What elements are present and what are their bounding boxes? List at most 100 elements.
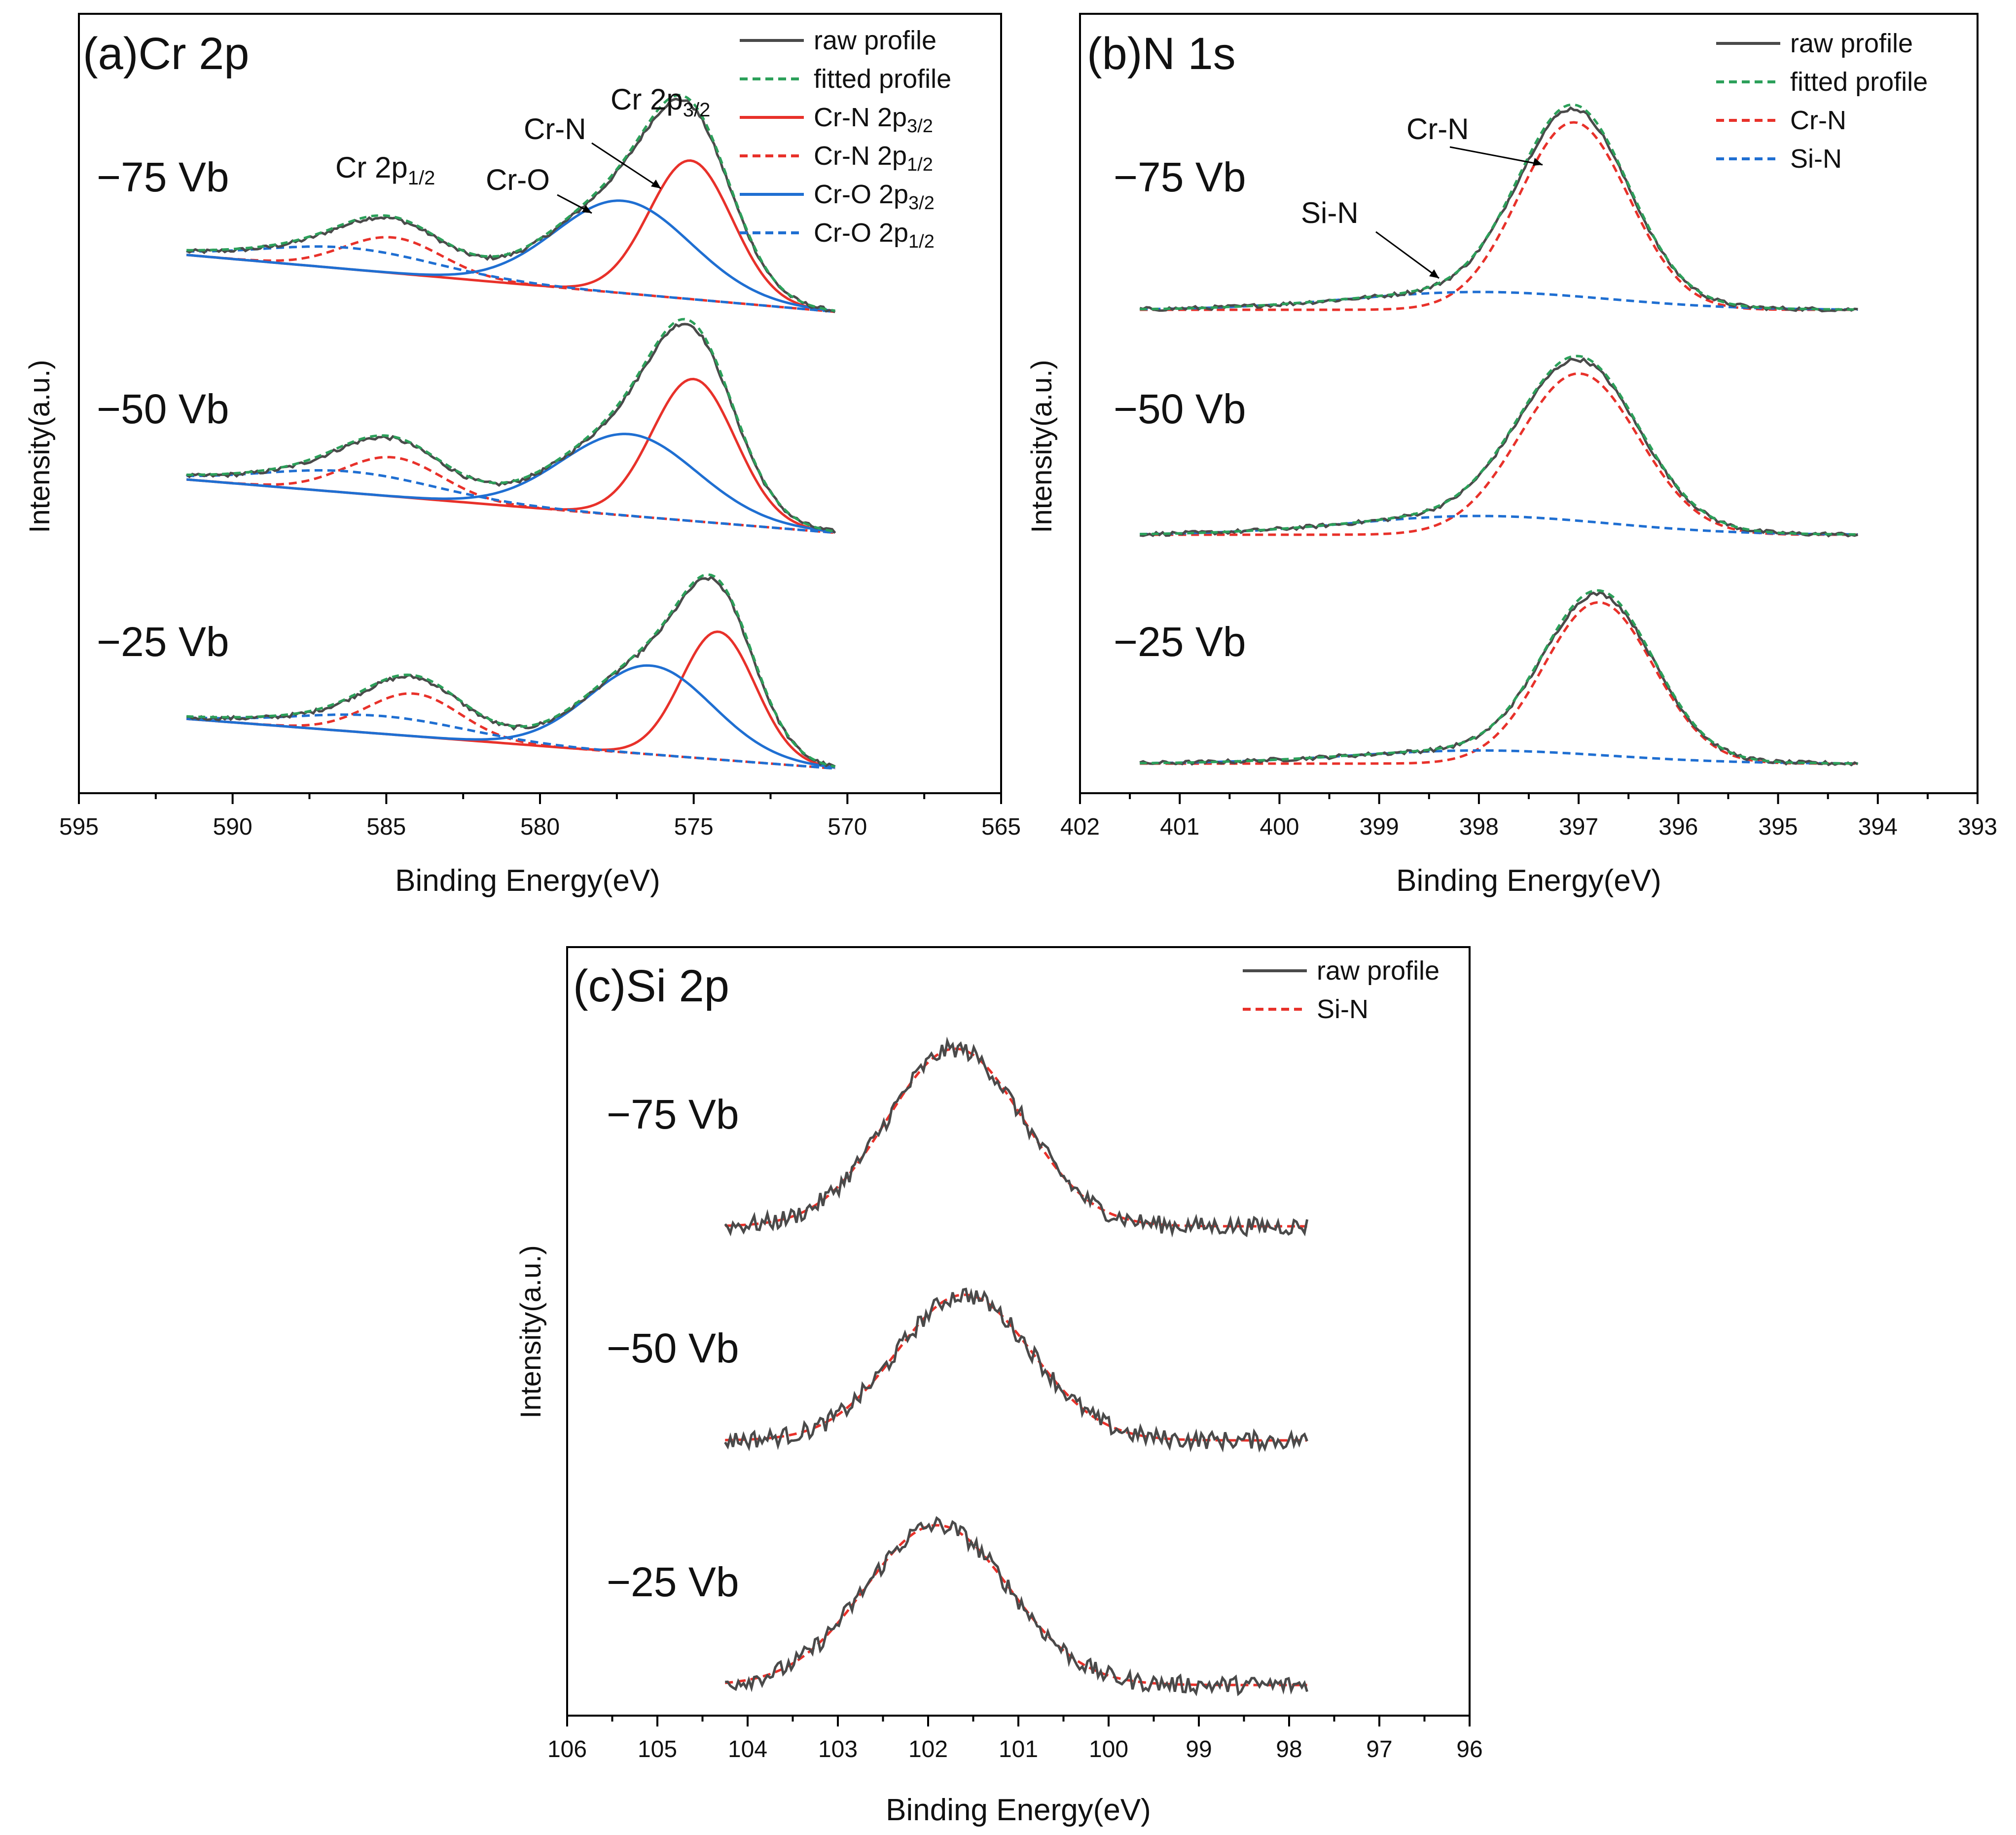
panel-c-legend: raw profile Si-N (1243, 956, 1440, 1024)
fitted-profile-curve (1140, 355, 1858, 536)
component-curve (186, 433, 835, 533)
legend-entry: raw profile (814, 26, 936, 55)
component-curve (1140, 601, 1858, 765)
panel-b-bias-label: −50 Vb (1114, 386, 1246, 432)
component-curve (1140, 372, 1858, 536)
legend-entry: Cr-N 2p3/2 (814, 103, 933, 137)
panel-c-title: (c)Si 2p (573, 961, 729, 1011)
x-tick-label: 103 (818, 1736, 858, 1762)
panel-a-y-label: Intensity(a.u.) (24, 360, 56, 533)
legend-entry: raw profile (1317, 956, 1440, 986)
x-tick-label: 590 (213, 814, 252, 840)
panel-a-cr2p: 595 590 585 580 575 570 565 (a)Cr 2p Binding E… (24, 13, 1021, 898)
component-curve (186, 469, 835, 534)
component-curve (186, 630, 835, 769)
component-curve (186, 199, 835, 313)
annotation-si-n: Si-N (1301, 196, 1359, 229)
panel-c-bias-label: −50 Vb (607, 1325, 739, 1371)
panel-a-x-ticks: 595 590 585 580 575 570 565 (59, 793, 1021, 840)
x-tick-label: 101 (999, 1736, 1038, 1762)
fitted-profile-curve (1140, 589, 1858, 765)
annotation-arrow (591, 142, 661, 189)
panel-a-title: (a)Cr 2p (83, 29, 249, 79)
legend-entry: fitted profile (814, 64, 951, 94)
annotation-arrowhead (582, 205, 592, 213)
panel-b-title: (b)N 1s (1087, 29, 1236, 79)
panel-c-bias-label: −25 Vb (607, 1559, 739, 1605)
legend-entry: Cr-O 2p1/2 (814, 218, 935, 252)
raw-profile-curve (1139, 106, 1858, 313)
legend-entry: Si-N (1790, 144, 1842, 174)
annotation-arrowhead (1429, 269, 1439, 278)
x-tick-label: 102 (908, 1736, 948, 1762)
panel-b-y-label: Intensity(a.u.) (1026, 360, 1058, 533)
x-tick-label: 399 (1360, 814, 1399, 840)
annotation-cr2p12: Cr 2p1/2 (335, 151, 435, 189)
raw-profile-curve (724, 1287, 1308, 1453)
x-tick-label: 570 (828, 814, 867, 840)
legend-entry: Cr-N 2p1/2 (814, 141, 933, 175)
component-curve (725, 1047, 1307, 1228)
panel-b-curves (1139, 103, 1859, 767)
panel-b-bias-label: −75 Vb (1114, 154, 1246, 200)
x-tick-label: 585 (366, 814, 406, 840)
annotation-cr-n: Cr-N (524, 112, 586, 146)
annotation-arrow (1449, 146, 1543, 166)
annotation-cr2p32: Cr 2p3/2 (611, 83, 710, 121)
x-tick-label: 398 (1459, 814, 1499, 840)
panel-c-curves (724, 1036, 1309, 1696)
legend-entry: Cr-O 2p3/2 (814, 180, 935, 214)
raw-profile-curve (1139, 591, 1859, 767)
annotation-arrowhead (651, 180, 661, 188)
component-curve (186, 377, 835, 534)
panel-c-y-label: Intensity(a.u.) (515, 1245, 547, 1418)
legend-entry: raw profile (1790, 29, 1913, 58)
x-tick-label: 565 (981, 814, 1021, 840)
x-tick-label: 595 (59, 814, 99, 840)
component-curve (186, 456, 835, 534)
panel-b-n1s: 402 401 400 399 398 397 396 395 394 393 (b)N 1s B… (1026, 13, 1997, 898)
panel-b-x-ticks: 402 401 400 399 398 397 396 395 394 393 (1060, 793, 1997, 840)
x-tick-label: 400 (1260, 814, 1299, 840)
panel-a-bias-label: −75 Vb (97, 154, 229, 200)
x-tick-label: 104 (728, 1736, 767, 1762)
x-tick-label: 106 (547, 1736, 587, 1762)
annotation-arrow (1375, 231, 1440, 279)
panel-c-bias-label: −75 Vb (607, 1091, 739, 1138)
panel-a-x-label: Binding Energy(eV) (395, 864, 660, 898)
legend-entry: Cr-N (1790, 106, 1846, 135)
raw-profile-curve (725, 1516, 1308, 1696)
x-tick-label: 394 (1858, 814, 1898, 840)
panel-b-x-label: Binding Energy(eV) (1396, 864, 1661, 898)
panel-b-bias-label: −25 Vb (1114, 619, 1246, 665)
x-tick-label: 96 (1456, 1736, 1482, 1762)
x-tick-label: 99 (1186, 1736, 1212, 1762)
annotation-arrowhead (1533, 158, 1543, 166)
panel-a-bias-label: −50 Vb (97, 386, 229, 432)
panel-c-x-ticks: 106 105 104 103 102 101 100 99 98 97 96 (547, 1716, 1483, 1762)
fitted-profile-curve (186, 318, 835, 533)
panel-a-curves (185, 94, 836, 770)
panel-c-si2p: 106 105 104 103 102 101 100 99 98 97 96 (c)Si 2p B… (515, 946, 1483, 1827)
raw-profile-curve (724, 1036, 1309, 1238)
x-tick-label: 402 (1060, 814, 1100, 840)
x-tick-label: 105 (638, 1736, 677, 1762)
x-tick-label: 98 (1276, 1736, 1302, 1762)
component-curve (725, 1293, 1307, 1442)
annotation-cr-n: Cr-N (1406, 112, 1469, 146)
x-tick-label: 580 (520, 814, 560, 840)
panel-a-bias-label: −25 Vb (97, 619, 229, 665)
x-tick-label: 393 (1958, 814, 1997, 840)
raw-profile-curve (1140, 357, 1858, 538)
panel-c-x-label: Binding Energy(eV) (886, 1793, 1151, 1827)
component-curve (186, 245, 835, 313)
x-tick-label: 575 (674, 814, 714, 840)
panel-b-legend: raw profile fitted profile Cr-N Si-N (1716, 29, 1928, 174)
x-tick-label: 397 (1559, 814, 1598, 840)
component-curve (725, 1524, 1307, 1687)
annotation-cr-o: Cr-O (486, 163, 550, 196)
x-tick-label: 100 (1089, 1736, 1128, 1762)
x-tick-label: 401 (1160, 814, 1199, 840)
legend-entry: fitted profile (1790, 67, 1928, 97)
